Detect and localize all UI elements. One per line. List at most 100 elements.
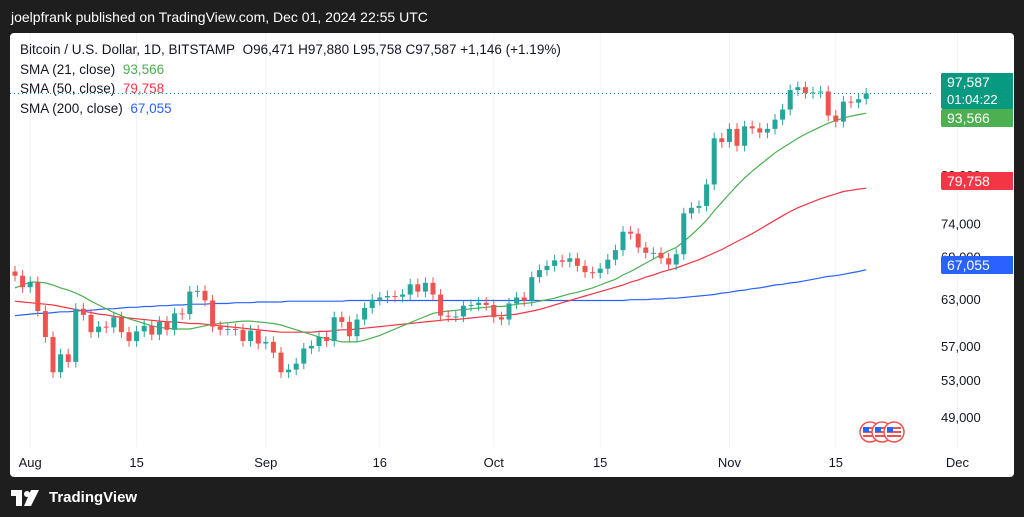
candle[interactable] [780, 103, 786, 126]
candle[interactable] [848, 96, 854, 109]
candle[interactable] [514, 291, 520, 310]
candle[interactable] [742, 120, 748, 152]
candle[interactable] [407, 278, 413, 301]
candle[interactable] [430, 277, 436, 301]
economic-events-icons[interactable] [859, 421, 905, 443]
candle[interactable] [795, 81, 801, 96]
candle[interactable] [476, 297, 482, 311]
candle[interactable] [673, 248, 679, 271]
candle[interactable] [818, 85, 824, 99]
us-flag-icon[interactable] [883, 421, 905, 443]
candle[interactable] [810, 86, 816, 99]
candle[interactable] [194, 285, 200, 298]
candle[interactable] [156, 316, 162, 341]
candle[interactable] [263, 336, 269, 350]
candle[interactable] [597, 263, 603, 279]
candle[interactable] [468, 299, 474, 312]
candle[interactable] [681, 207, 687, 260]
candle[interactable] [605, 254, 611, 275]
candle[interactable] [521, 291, 527, 307]
candle[interactable] [825, 85, 831, 122]
candle[interactable] [392, 290, 398, 303]
candle[interactable] [217, 321, 223, 336]
candle[interactable] [643, 241, 649, 259]
candle[interactable] [772, 114, 778, 135]
candle[interactable] [453, 310, 459, 323]
candle[interactable] [286, 364, 292, 378]
candle[interactable] [126, 326, 132, 347]
candle[interactable] [764, 123, 770, 139]
candle[interactable] [50, 331, 56, 378]
candle[interactable] [42, 305, 48, 343]
candle[interactable] [635, 228, 641, 254]
candle[interactable] [536, 264, 542, 283]
candle[interactable] [369, 294, 375, 314]
candle[interactable] [483, 297, 489, 311]
candle[interactable] [559, 254, 565, 268]
candle[interactable] [270, 336, 276, 359]
candle[interactable] [88, 309, 94, 338]
candle[interactable] [696, 200, 702, 214]
candle[interactable] [400, 288, 406, 303]
candle[interactable] [35, 276, 41, 317]
candle[interactable] [749, 120, 755, 135]
candle[interactable] [574, 252, 580, 272]
candle[interactable] [415, 278, 421, 298]
candle[interactable] [757, 122, 763, 139]
candle[interactable] [331, 311, 337, 347]
candle[interactable] [225, 323, 231, 336]
candle[interactable] [346, 316, 352, 342]
candle[interactable] [802, 81, 808, 99]
candle[interactable] [118, 311, 124, 338]
candle[interactable] [658, 247, 664, 264]
candle[interactable] [362, 302, 368, 326]
candle[interactable] [308, 340, 314, 355]
candle[interactable] [612, 244, 618, 266]
candle[interactable] [172, 307, 178, 336]
candle[interactable] [232, 323, 238, 336]
candle[interactable] [666, 252, 672, 271]
candle[interactable] [103, 321, 109, 334]
candle[interactable] [544, 260, 550, 276]
candle[interactable] [141, 320, 147, 338]
candle[interactable] [438, 288, 444, 322]
candle[interactable] [58, 348, 64, 378]
candle[interactable] [650, 247, 656, 259]
candle[interactable] [12, 265, 18, 282]
candle[interactable] [590, 266, 596, 279]
candle[interactable] [711, 132, 717, 191]
sma21-legend-row[interactable]: SMA (21, close) 93,566 [20, 60, 561, 80]
symbol-row[interactable]: Bitcoin / U.S. Dollar, 1D, BITSTAMP O96,… [20, 40, 561, 60]
candle[interactable] [384, 290, 390, 304]
candle[interactable] [620, 226, 626, 256]
candle[interactable] [719, 132, 725, 148]
candle[interactable] [377, 291, 383, 306]
candle[interactable] [529, 271, 535, 307]
candle[interactable] [111, 311, 117, 334]
sma200-legend-row[interactable]: SMA (200, close) 67,055 [20, 99, 561, 119]
candle[interactable] [726, 123, 732, 148]
candle[interactable] [734, 123, 740, 152]
candle[interactable] [339, 311, 345, 328]
candle[interactable] [179, 307, 185, 320]
candle[interactable] [787, 84, 793, 116]
candle[interactable] [491, 299, 497, 323]
symbol-title[interactable]: Bitcoin / U.S. Dollar, 1D, BITSTAMP [20, 42, 236, 57]
sma50-legend-row[interactable]: SMA (50, close) 79,758 [20, 79, 561, 99]
candle[interactable] [833, 109, 839, 128]
candle[interactable] [840, 96, 846, 128]
candle[interactable] [582, 260, 588, 278]
candle[interactable] [863, 87, 869, 105]
candle[interactable] [324, 331, 330, 347]
candle[interactable] [80, 303, 86, 321]
candle[interactable] [240, 324, 246, 347]
candle[interactable] [20, 270, 26, 293]
candle[interactable] [187, 285, 193, 320]
candle[interactable] [354, 313, 360, 342]
candle[interactable] [164, 316, 170, 336]
candle[interactable] [301, 342, 307, 370]
candle[interactable] [856, 93, 862, 109]
candle[interactable] [210, 294, 216, 333]
candle[interactable] [422, 277, 428, 298]
candle[interactable] [278, 347, 284, 378]
